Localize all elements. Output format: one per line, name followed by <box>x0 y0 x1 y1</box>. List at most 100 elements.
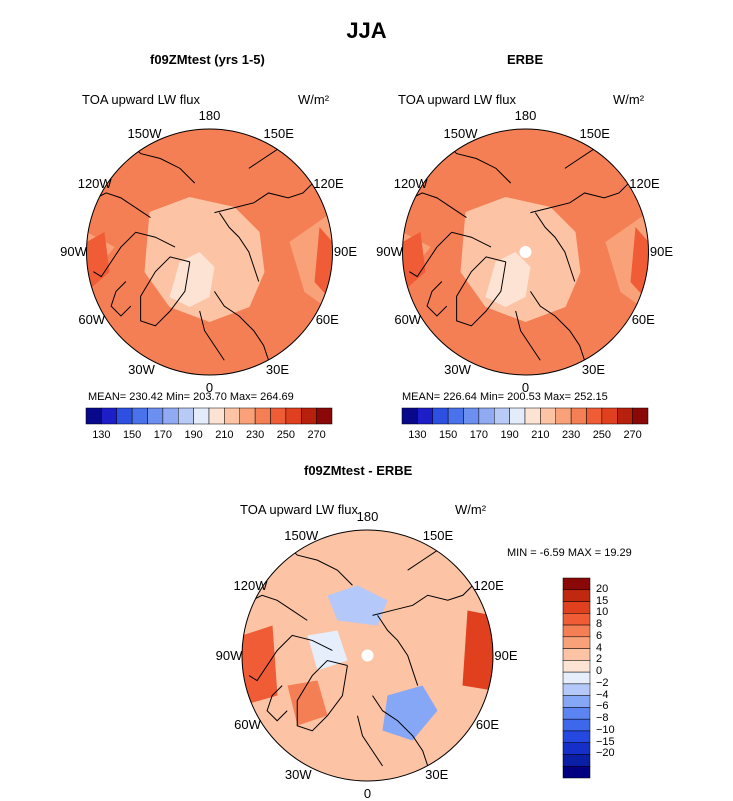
panel-obs-variable: TOA upward LW flux <box>398 92 517 107</box>
colorbar-swatch <box>116 407 133 425</box>
colorbar-tick: 190 <box>500 429 519 441</box>
panel-diff-colorbar <box>562 577 591 779</box>
colorbar-swatch <box>494 407 510 425</box>
lon-label-0: 0 <box>363 786 372 801</box>
colorbar-swatch <box>562 718 591 732</box>
panel-obs-colorbar <box>401 407 649 425</box>
lon-label-30e: 30E <box>425 767 449 783</box>
lon-label-60e: 60E <box>475 716 499 732</box>
colorbar-swatch <box>562 624 591 638</box>
lon-label-90w: 90W <box>215 647 243 663</box>
colorbar-tick: 270 <box>307 429 326 441</box>
lon-label-60e: 60E <box>315 312 339 327</box>
lon-label-180: 180 <box>514 108 537 123</box>
colorbar-tick: 170 <box>469 429 489 441</box>
colorbar-tick: 170 <box>153 429 173 441</box>
lon-label-180: 180 <box>356 509 379 524</box>
panel-model-map <box>86 128 333 376</box>
panel-model-variable: TOA upward LW flux <box>82 92 201 107</box>
map-border <box>241 529 494 782</box>
colorbar-swatch <box>562 577 591 591</box>
panel-obs-stats: MEAN= 226.64 Min= 200.53 Max= 252.15 <box>402 391 608 403</box>
lon-label-120w: 120W <box>77 176 112 191</box>
colorbar-swatch <box>162 407 179 425</box>
positive-east <box>462 610 493 691</box>
colorbar-tick: −6 <box>596 700 609 713</box>
neutral-patch <box>307 630 348 671</box>
negative-north <box>327 585 388 626</box>
colorbar-swatch <box>254 407 271 425</box>
lon-label-90e: 90E <box>333 244 358 259</box>
colorbar-swatch <box>562 742 591 755</box>
panel-model-colorbar <box>85 407 333 425</box>
colorbar-swatch <box>540 407 556 425</box>
colorbar-swatch <box>316 407 333 425</box>
lon-label-60w: 60W <box>394 312 422 327</box>
colorbar-swatch <box>270 407 287 425</box>
colorbar-tick: 190 <box>184 429 203 441</box>
panel-model-units: W/m² <box>298 92 330 107</box>
colorbar-swatch <box>562 695 591 708</box>
colorbar-swatch <box>401 407 418 425</box>
edge-warm-west <box>402 232 426 292</box>
colorbar-swatch <box>432 407 449 425</box>
colorbar-swatch <box>101 407 117 425</box>
lon-label-120w: 120W <box>393 176 428 191</box>
lon-label-30e: 30E <box>581 361 606 377</box>
colorbar-swatch <box>562 671 591 685</box>
panel-diff-title: f09ZMtest - ERBE <box>304 463 413 478</box>
colorbar-tick: 2 <box>596 653 603 666</box>
colorbar-swatch <box>478 407 495 425</box>
colorbar-swatch <box>463 407 480 425</box>
colorbar-tick: −4 <box>596 688 609 701</box>
colorbar-tick: 250 <box>592 429 612 441</box>
colorbar-swatch <box>562 707 591 720</box>
coastline <box>248 544 479 767</box>
lon-label-180: 180 <box>198 108 221 123</box>
colorbar-swatch <box>85 407 102 425</box>
lon-label-60w: 60W <box>78 312 106 327</box>
main-title: JJA <box>346 18 387 43</box>
colorbar-tick: 4 <box>596 641 603 654</box>
colorbar-swatch <box>562 589 591 602</box>
panel-obs-units: W/m² <box>613 92 645 107</box>
colorbar-tick: 250 <box>276 429 296 441</box>
colorbar-swatch <box>239 407 256 425</box>
colorbar-swatch <box>147 407 164 425</box>
colorbar-swatch <box>570 407 587 425</box>
colorbar-tick: 15 <box>596 594 609 607</box>
lon-label-150w: 150W <box>443 126 478 142</box>
pole-hole <box>519 246 532 258</box>
colorbar-swatch <box>562 601 591 614</box>
lon-label-120w: 120W <box>233 578 268 594</box>
colorbar-tick: −15 <box>596 735 615 748</box>
lon-label-150e: 150E <box>579 126 610 142</box>
colorbar-swatch <box>509 407 526 425</box>
lon-label-60e: 60E <box>631 312 655 327</box>
map-border <box>86 128 333 376</box>
lon-label-90w: 90W <box>376 244 403 259</box>
lon-label-0: 0 <box>521 380 530 395</box>
colorbar-swatch <box>178 407 194 425</box>
lon-label-150e: 150E <box>422 527 454 543</box>
colorbar-tick: −2 <box>596 676 609 689</box>
colorbar-swatch <box>285 407 302 425</box>
panel-diff-stats: MIN = -6.59 MAX = 19.29 <box>507 547 632 559</box>
colorbar-tick: 270 <box>623 429 642 441</box>
lon-label-120e: 120E <box>473 578 504 594</box>
greenland-region <box>485 252 531 307</box>
colorbar-swatch <box>208 407 225 425</box>
colorbar-swatch <box>224 407 240 425</box>
greenland-region <box>169 252 215 307</box>
colorbar-tick: −10 <box>596 723 615 736</box>
panel-obs-map <box>402 128 649 376</box>
lon-label-90e: 90E <box>649 244 674 259</box>
coastline <box>409 143 635 361</box>
colorbar-swatch <box>632 407 649 425</box>
colorbar-swatch <box>562 765 591 779</box>
colorbar-swatch <box>562 660 591 673</box>
positive-west <box>242 625 278 706</box>
colorbar-swatch <box>562 730 591 743</box>
colorbar-tick: 150 <box>122 429 142 441</box>
colorbar-swatch <box>601 407 618 425</box>
